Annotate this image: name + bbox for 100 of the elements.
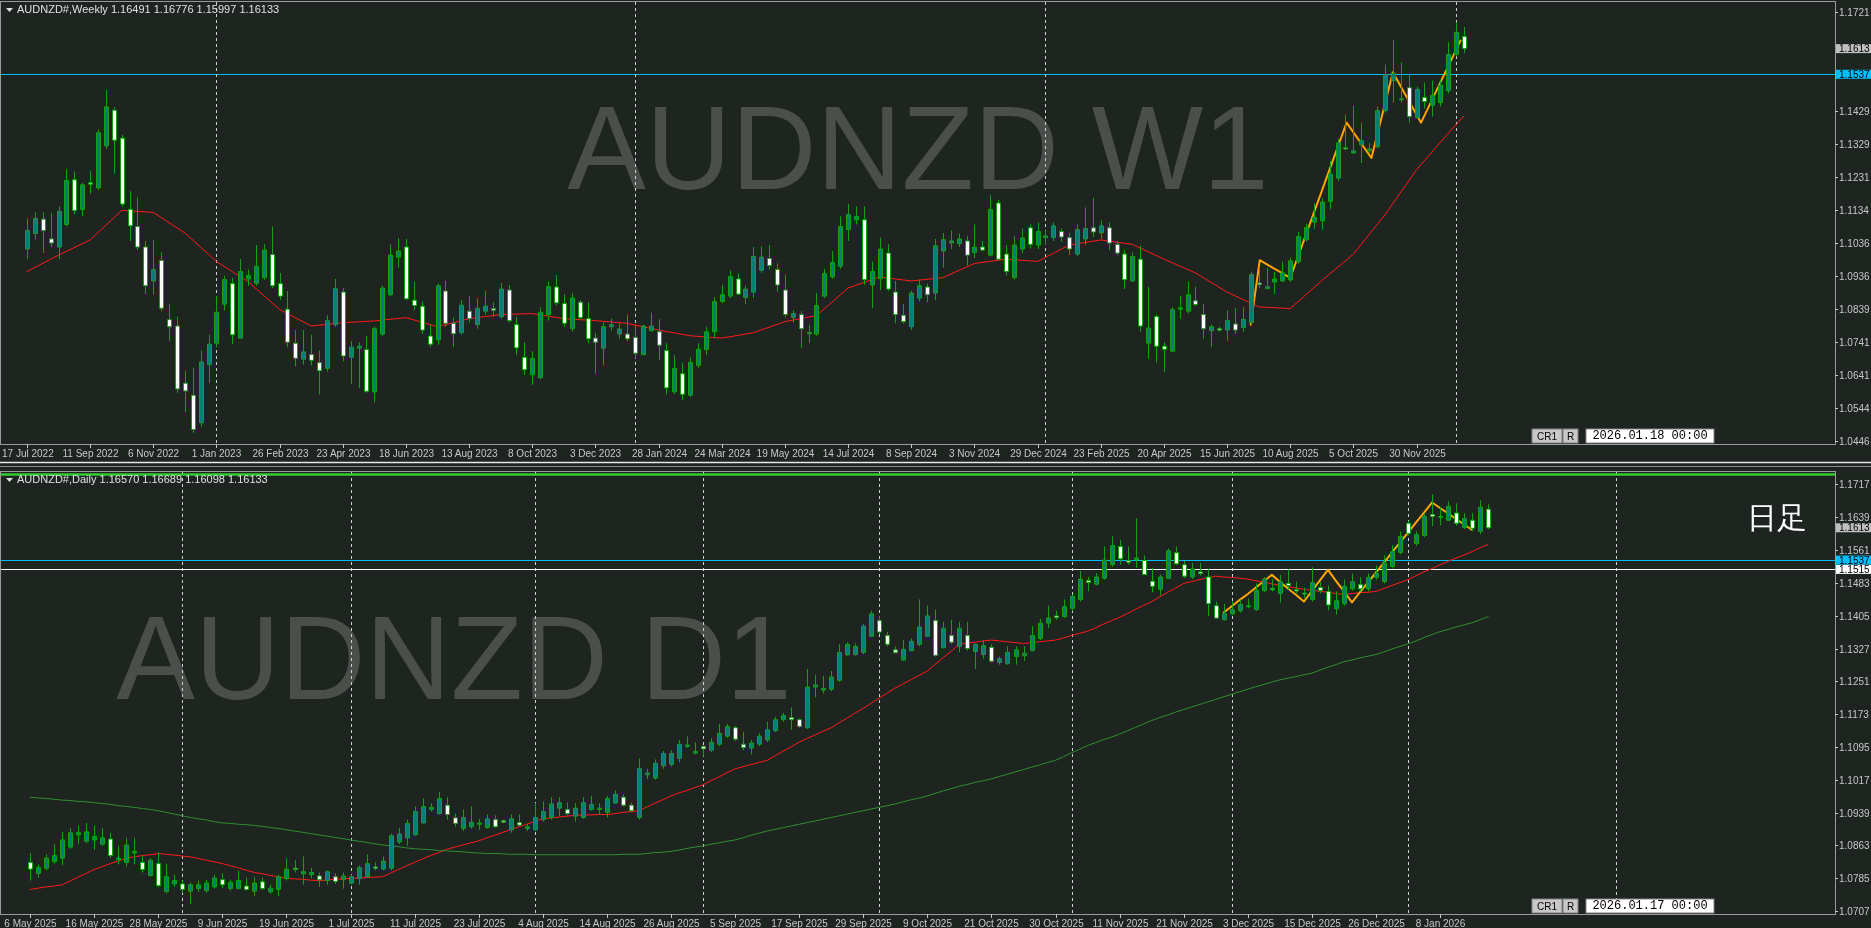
candlestick	[1438, 506, 1443, 526]
candlestick	[657, 318, 662, 361]
candlestick	[869, 610, 874, 638]
candlestick	[759, 245, 764, 274]
x-tick-label: 5 Oct 2025	[1329, 448, 1379, 459]
candlestick	[1328, 160, 1333, 210]
annotation: 2026.01.18 00:00	[1592, 429, 1708, 443]
candlestick	[341, 872, 346, 890]
candlestick	[1414, 530, 1419, 547]
x-tick-label: 26 Dec 2025	[1348, 918, 1406, 928]
candlestick	[1265, 267, 1270, 290]
candlestick	[1126, 546, 1131, 566]
candlestick	[188, 882, 193, 905]
y-tick-label: 1.1134	[1839, 205, 1870, 216]
candlestick	[1351, 105, 1356, 155]
candlestick	[437, 791, 442, 816]
y-tick-label: 1.1329	[1839, 139, 1871, 150]
candlestick	[641, 324, 646, 356]
x-tick-label: 24 Mar 2024	[694, 448, 752, 459]
candlestick	[533, 802, 538, 832]
candlestick	[507, 284, 512, 324]
candlestick	[617, 322, 622, 340]
candlestick	[525, 823, 530, 832]
candlestick	[207, 334, 212, 384]
candlestick	[1209, 324, 1214, 348]
candlestick	[491, 301, 496, 318]
candlestick	[228, 879, 233, 892]
candlestick	[112, 106, 117, 174]
candlestick	[789, 706, 794, 731]
chart-title: AUDNZD#,Weekly 1.16491 1.16776 1.15997 1.16133	[17, 3, 280, 15]
candlestick	[1102, 546, 1107, 581]
candlestick	[933, 238, 938, 301]
candlestick	[262, 243, 267, 281]
candlestick	[878, 237, 883, 291]
candlestick	[736, 273, 741, 296]
candlestick	[1230, 601, 1235, 616]
candlestick	[25, 217, 30, 260]
candlestick	[949, 619, 954, 645]
candlestick	[767, 244, 772, 271]
candlestick	[1470, 512, 1475, 532]
candlestick	[901, 303, 906, 324]
candlestick	[483, 290, 488, 316]
text: 2026.01.17 00:00	[1592, 899, 1708, 913]
candlestick	[562, 293, 567, 328]
candlestick	[829, 670, 834, 692]
candlestick	[645, 768, 650, 780]
text: 1.1613	[1839, 522, 1871, 534]
text: 1.1613	[1839, 43, 1871, 55]
candlestick	[1059, 228, 1064, 243]
candlestick	[469, 805, 474, 829]
candlestick	[625, 314, 630, 342]
candlestick	[1054, 610, 1059, 621]
candlestick	[475, 297, 480, 330]
x-tick-label: 20 Apr 2025	[1137, 448, 1192, 459]
candlestick	[1312, 202, 1317, 230]
candlestick	[980, 240, 985, 252]
candlestick	[649, 312, 654, 333]
candlestick	[212, 874, 217, 890]
x-tick-label: 21 Oct 2025	[964, 918, 1020, 928]
candlestick	[1366, 573, 1371, 592]
x-tick-label: 9 Jun 2025	[197, 918, 248, 928]
candlestick	[1238, 598, 1243, 614]
candlestick	[854, 205, 859, 226]
candlestick	[317, 872, 322, 888]
candlestick	[530, 350, 535, 386]
candlestick	[605, 795, 610, 818]
candlestick	[252, 876, 257, 897]
candlestick	[1257, 267, 1262, 289]
candlestick	[601, 322, 606, 366]
candlestick	[404, 238, 409, 301]
candlestick	[704, 326, 709, 356]
candlestick	[164, 863, 169, 895]
y-tick-label: 1.0863	[1839, 840, 1871, 851]
y-tick-label: 1.0446	[1839, 436, 1871, 447]
candlestick	[1462, 512, 1467, 530]
candlestick	[1294, 581, 1299, 595]
candlestick	[609, 318, 614, 332]
x-tick-label: 14 Jul 2024	[822, 448, 875, 459]
candlestick	[1217, 326, 1222, 333]
x-tick-label: 17 Jul 2022	[2, 448, 55, 459]
candlestick	[653, 758, 658, 781]
candlestick	[49, 212, 54, 248]
candlestick	[1075, 224, 1080, 257]
candlestick	[509, 814, 514, 834]
candlestick	[128, 190, 133, 242]
x-tick-label: 11 Nov 2025	[1092, 918, 1149, 928]
candlestick	[1462, 26, 1467, 54]
candlestick	[578, 299, 583, 320]
candlestick	[830, 250, 835, 280]
ref-line-label: 1.1537	[1839, 68, 1871, 80]
candlestick	[680, 362, 685, 401]
candlestick	[1146, 286, 1151, 360]
candlestick	[180, 880, 185, 894]
candlestick	[1214, 601, 1219, 620]
candlestick	[72, 170, 77, 215]
candlestick	[1336, 138, 1341, 182]
candlestick	[933, 609, 938, 658]
candlestick	[405, 819, 410, 847]
candlestick	[1383, 64, 1388, 114]
candlestick	[846, 203, 851, 242]
